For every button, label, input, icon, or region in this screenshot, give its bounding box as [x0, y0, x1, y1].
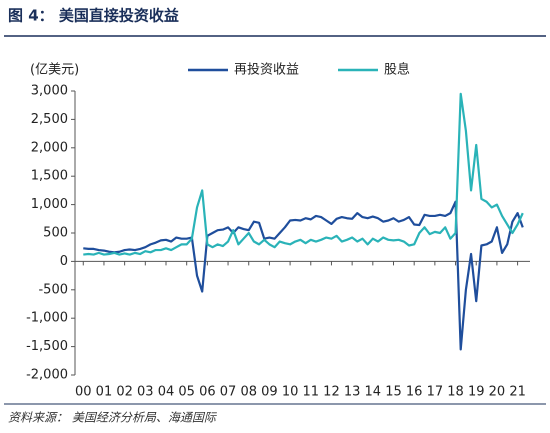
x-tick-label: 17: [427, 385, 444, 400]
x-tick-label: 10: [282, 385, 299, 400]
y-tick-label: 500: [43, 226, 68, 241]
x-tick-label: 01: [96, 385, 113, 400]
legend-label: 股息: [384, 62, 410, 78]
y-tick-label: 1,000: [31, 197, 68, 212]
x-tick-label: 09: [261, 385, 278, 400]
x-tick-label: 18: [447, 385, 464, 400]
x-tick-label: 21: [509, 385, 526, 400]
x-tick-label: 16: [406, 385, 423, 400]
series-line: [83, 92, 524, 256]
x-tick-label: 05: [178, 385, 195, 400]
y-tick-label: -500: [38, 282, 68, 297]
x-tick-label: 20: [489, 385, 506, 400]
legend-label: 再投资收益: [234, 62, 299, 78]
y-tick-label: -2,000: [26, 368, 68, 383]
x-tick-label: 15: [385, 385, 402, 400]
x-tick-label: 08: [240, 385, 257, 400]
x-tick-label: 06: [199, 385, 216, 400]
x-tick-label: 07: [220, 385, 237, 400]
y-tick-label: 1,500: [31, 169, 68, 184]
y-tick-label: -1,000: [26, 311, 68, 326]
x-tick-label: 04: [158, 385, 175, 400]
y-tick-label: 2,000: [31, 140, 68, 155]
x-tick-label: 03: [137, 385, 154, 400]
y-tick-label: 3,000: [31, 84, 68, 99]
x-tick-label: 00: [75, 385, 92, 400]
x-tick-label: 02: [116, 385, 133, 400]
x-tick-label: 14: [365, 385, 382, 400]
x-tick-label: 11: [302, 385, 319, 400]
source: 资料来源： 美国经济分析局、海通国际: [8, 411, 218, 425]
y-tick-label: 0: [60, 254, 68, 269]
x-tick-label: 19: [468, 385, 485, 400]
y-tick-label: -1,500: [26, 339, 68, 354]
x-tick-label: 12: [323, 385, 340, 400]
series-line: [83, 200, 524, 351]
x-tick-label: 13: [344, 385, 361, 400]
y-axis-label: (亿美元): [30, 63, 79, 78]
y-tick-label: 2,500: [31, 112, 68, 127]
chart-title: 图 4： 美国直接投资收益: [8, 7, 179, 25]
